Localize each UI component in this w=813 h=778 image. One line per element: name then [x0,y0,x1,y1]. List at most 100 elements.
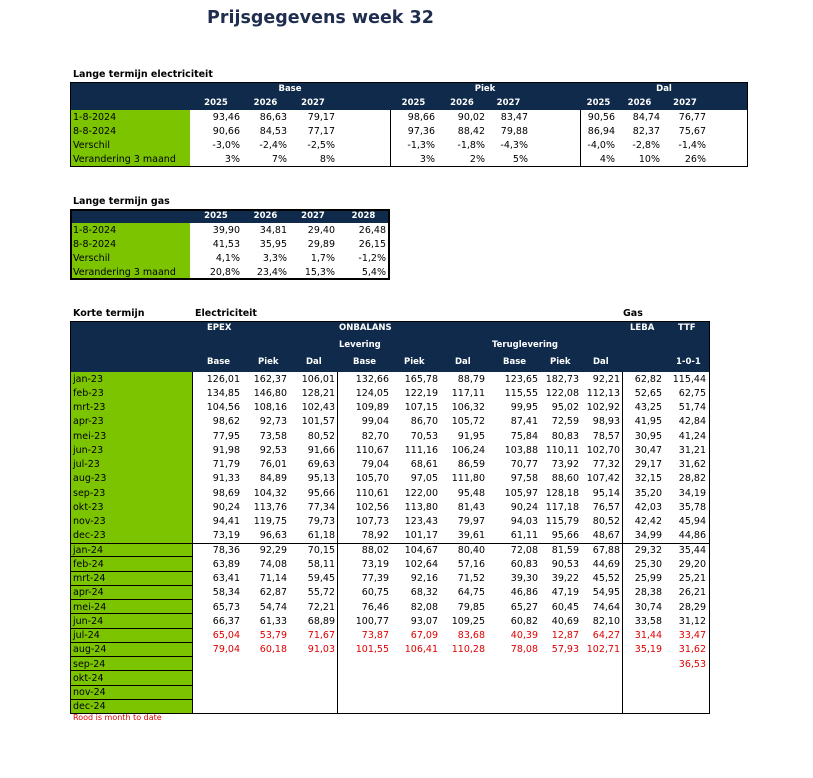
price-cell: 92,21 [592,373,620,385]
price-cell: 54,74 [259,601,287,613]
price-cell [242,671,289,685]
price-cell: 79,17 [307,111,335,123]
price-cell: 55,72 [307,587,335,599]
price-cell [289,657,337,671]
price-cell: 88,60 [551,473,579,485]
price-cell [664,671,710,685]
price-cell: 102,64 [404,558,438,570]
month-label: jul-24 [70,628,193,643]
price-cell: 70,77 [510,459,538,471]
price-cell: 10% [638,154,660,166]
month-label: dec-24 [70,699,193,714]
price-cell: 98,62 [212,416,240,428]
month-label: aug-24 [70,642,193,657]
month-label: jan-24 [70,543,193,558]
price-cell: 77,95 [212,430,240,442]
price-cell: 82,10 [592,615,620,627]
price-cell: 52,65 [634,387,662,399]
price-cell: 79,04 [212,644,240,656]
price-cell: 83,68 [457,630,485,642]
price-cell [622,686,664,700]
price-cell [289,700,337,714]
year-header: 2027 [289,209,337,223]
price-cell: 113,80 [404,501,438,513]
price-cell: 5% [512,154,528,166]
price-cell: 98,66 [407,111,435,123]
price-cell: 76,46 [361,601,389,613]
price-cell: 8% [319,154,335,166]
price-cell: 106,41 [404,644,438,656]
price-cell: 95,13 [307,473,335,485]
month-label: jan-23 [70,372,193,387]
price-cell: 30,47 [634,444,662,456]
price-cell: 31,12 [678,615,706,627]
price-cell: 34,19 [678,487,706,499]
price-cell: 115,79 [545,516,579,528]
price-cell: 93,07 [410,615,438,627]
price-cell: 93,46 [212,111,240,123]
price-cell: 40,69 [551,615,579,627]
price-cell: 82,70 [361,430,389,442]
month-label: mei-23 [70,429,193,444]
price-cell: 7% [271,154,287,166]
price-cell: 62,87 [259,587,287,599]
price-cell: 53,79 [259,630,287,642]
price-cell: 102,43 [301,402,335,414]
price-cell: 74,64 [592,601,620,613]
price-cell: 26,21 [678,587,706,599]
price-cell: -2,8% [632,140,660,152]
year-header: 2027 [662,96,708,110]
price-cell: 63,41 [212,573,240,585]
price-cell [581,686,622,700]
price-cell: 41,24 [678,430,706,442]
price-cell: 92,29 [259,544,287,556]
price-cell: 48,67 [592,530,620,542]
teruglevering-dal-header: Dal [593,357,609,367]
price-cell: 68,89 [307,615,335,627]
price-cell: 73,92 [551,459,579,471]
price-cell: 78,57 [592,430,620,442]
price-cell [391,657,440,671]
price-cell: 95,66 [307,487,335,499]
price-cell: 82,37 [632,125,660,137]
price-cell: 35,95 [259,238,287,250]
price-cell: 54,95 [592,587,620,599]
group-divider [580,110,581,167]
price-cell: 60,75 [361,587,389,599]
price-cell: -1,2% [358,253,386,265]
row-label: Verandering 3 maand [70,152,190,167]
price-cell [581,671,622,685]
price-cell: 58,11 [307,558,335,570]
price-cell: 97,36 [407,125,435,137]
month-label: jun-24 [70,614,193,629]
month-label: nov-24 [70,685,193,700]
price-cell: 117,18 [545,501,579,513]
price-cell: 105,97 [504,487,538,499]
price-cell: 86,63 [259,111,287,123]
year-header: 2027 [487,96,530,110]
epex-header: EPEX [207,323,232,333]
price-cell: 79,73 [307,516,335,528]
price-cell: 62,75 [678,387,706,399]
year-header: 2027 [289,96,337,110]
price-cell: 162,37 [253,373,287,385]
levering-header: Levering [339,340,381,350]
header-corner [70,82,190,96]
price-cell [581,657,622,671]
ttf-contract-header: 1-0-1 [676,357,701,367]
short-term-table: EPEX ONBALANS LEBA TTF Levering Teruglev… [70,321,710,714]
price-cell: 33,47 [678,630,706,642]
price-cell: 28,82 [678,473,706,485]
price-cell: 91,33 [212,473,240,485]
month-label: mei-24 [70,600,193,615]
price-cell [540,671,581,685]
price-cell: 39,30 [510,573,538,585]
epex-base-header: Base [207,357,231,367]
header-gap [337,96,390,110]
price-cell: 71,14 [259,573,287,585]
price-cell: 3% [224,154,240,166]
price-cell: 76,77 [678,111,706,123]
price-cell: 31,21 [678,444,706,456]
price-cell: 86,94 [587,125,615,137]
teruglevering-header: Teruglevering [492,340,558,350]
